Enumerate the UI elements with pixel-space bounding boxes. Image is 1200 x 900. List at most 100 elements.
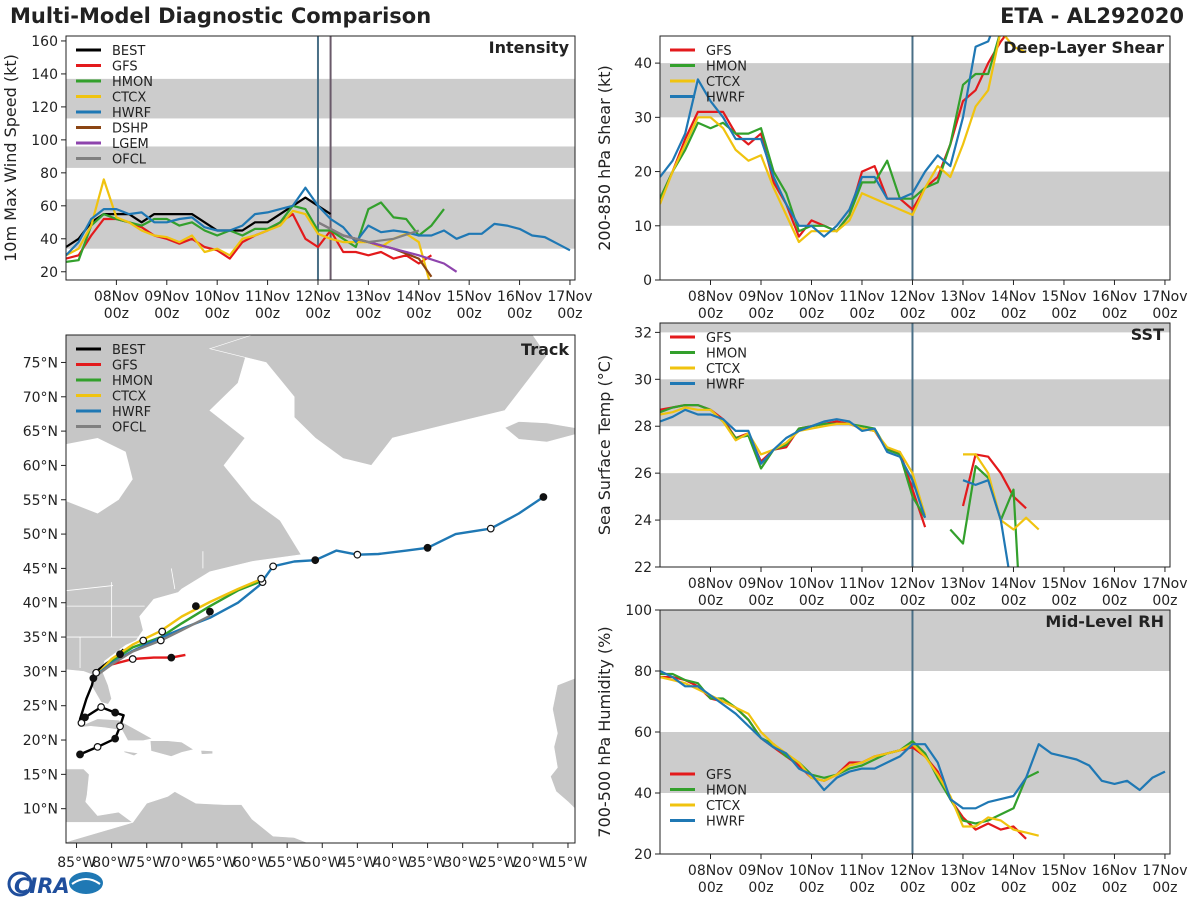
legend-label-hwrf: HWRF bbox=[112, 405, 151, 420]
lon-tick-label: 50°W bbox=[303, 855, 342, 871]
x-tick-label-date: 16Nov bbox=[497, 289, 542, 305]
x-tick-label-hour: 00z bbox=[799, 306, 824, 322]
x-tick-label-hour: 00z bbox=[748, 306, 773, 322]
land-south-america bbox=[66, 791, 309, 843]
track-point bbox=[539, 493, 548, 501]
x-tick-label-date: 17Nov bbox=[547, 289, 592, 305]
x-tick-label-date: 09Nov bbox=[144, 289, 189, 305]
x-tick-label-date: 09Nov bbox=[738, 576, 783, 592]
shaded-band bbox=[66, 78, 575, 119]
lat-tick-label: 60°N bbox=[23, 458, 58, 474]
lat-tick-label: 30°N bbox=[23, 664, 58, 680]
legend-label-ctcx: CTCX bbox=[112, 390, 146, 405]
x-tick-label-date: 14Nov bbox=[396, 289, 441, 305]
x-tick-label-date: 11Nov bbox=[839, 576, 884, 592]
shaded-band bbox=[660, 323, 1170, 333]
track-point bbox=[76, 750, 84, 759]
x-tick-label-date: 15Nov bbox=[1041, 576, 1086, 592]
legend-label-hmon: HMON bbox=[112, 75, 153, 90]
lat-tick-label: 75°N bbox=[23, 355, 58, 371]
x-tick-label-hour: 00z bbox=[950, 306, 975, 322]
x-tick-label-hour: 00z bbox=[1001, 880, 1026, 896]
figure-title: Multi-Model Diagnostic Comparison bbox=[10, 4, 432, 28]
track-point bbox=[158, 627, 167, 636]
x-tick-label-hour: 00z bbox=[950, 880, 975, 896]
x-tick-label-date: 13Nov bbox=[940, 863, 985, 879]
legend-label-gfs: GFS bbox=[112, 60, 138, 75]
y-tick-label: 140 bbox=[31, 67, 58, 83]
track-point bbox=[191, 602, 200, 611]
x-tick-label-date: 12Nov bbox=[295, 289, 340, 305]
track-point bbox=[311, 556, 320, 565]
track-point bbox=[92, 668, 101, 677]
y-tick-label: 10 bbox=[634, 219, 652, 235]
track-point bbox=[81, 713, 89, 722]
shaded-band bbox=[66, 146, 575, 168]
x-tick-label-hour: 00z bbox=[900, 880, 925, 896]
lat-tick-label: 50°N bbox=[23, 527, 58, 543]
track-point bbox=[423, 543, 432, 552]
lat-tick-label: 10°N bbox=[23, 802, 58, 818]
x-tick-label-date: 11Nov bbox=[245, 289, 290, 305]
x-tick-label-date: 13Nov bbox=[346, 289, 391, 305]
panel-sst: 22242628303208Nov00z09Nov00z10Nov00z11No… bbox=[595, 322, 1188, 609]
x-tick-label-hour: 00z bbox=[305, 306, 330, 322]
x-tick-label-hour: 00z bbox=[356, 306, 381, 322]
y-axis-label: 700-500 hPa Humidity (%) bbox=[595, 626, 614, 837]
land-cuba bbox=[76, 718, 154, 742]
plot-area bbox=[66, 36, 575, 280]
lat-tick-label: 40°N bbox=[23, 596, 58, 612]
map-frame bbox=[65, 334, 576, 844]
lon-tick-label: 80°W bbox=[92, 855, 131, 871]
x-tick-label-hour: 00z bbox=[1001, 306, 1026, 322]
y-tick-label: 40 bbox=[634, 786, 652, 802]
series-hmon bbox=[949, 465, 1019, 567]
y-tick-label: 20 bbox=[40, 265, 58, 281]
x-tick-label-hour: 00z bbox=[748, 593, 773, 609]
x-tick-label-date: 17Nov bbox=[1142, 289, 1187, 305]
lon-tick-label: 85°W bbox=[57, 855, 96, 871]
shaded-band bbox=[660, 610, 1170, 671]
land-africa bbox=[550, 677, 575, 810]
lon-tick-label: 20°W bbox=[514, 855, 553, 871]
legend-label-gfs: GFS bbox=[706, 44, 732, 59]
x-tick-label-hour: 00z bbox=[698, 880, 723, 896]
x-tick-label-date: 08Nov bbox=[688, 576, 733, 592]
land-greenland bbox=[208, 335, 548, 466]
legend-label-hwrf: HWRF bbox=[706, 378, 745, 393]
y-axis-label: 200-850 hPa Shear (kt) bbox=[595, 65, 614, 251]
legend-label-gfs: GFS bbox=[706, 331, 732, 346]
x-tick-label-date: 16Nov bbox=[1092, 863, 1137, 879]
panel-title: Intensity bbox=[489, 38, 570, 57]
x-tick-label-date: 16Nov bbox=[1092, 289, 1137, 305]
x-tick-label-hour: 00z bbox=[457, 306, 482, 322]
series-ctcx bbox=[660, 676, 1039, 837]
panel-title: Track bbox=[521, 340, 569, 359]
legend-label-ctcx: CTCX bbox=[706, 799, 740, 814]
track-point bbox=[111, 708, 120, 717]
track-ctcx bbox=[96, 578, 260, 675]
x-tick-label-date: 16Nov bbox=[1092, 576, 1137, 592]
x-tick-label-hour: 00z bbox=[1051, 306, 1076, 322]
plot-frame bbox=[65, 35, 576, 281]
legend-label-lgem: LGEM bbox=[112, 137, 149, 152]
legend-label-gfs: GFS bbox=[112, 359, 138, 374]
track-point bbox=[353, 550, 362, 559]
x-tick-label-date: 12Nov bbox=[890, 289, 935, 305]
series-gfs bbox=[961, 453, 1027, 510]
boundary bbox=[66, 585, 114, 592]
y-tick-label: 60 bbox=[634, 725, 652, 741]
lon-tick-label: 55°W bbox=[268, 855, 307, 871]
x-tick-label-hour: 00z bbox=[1152, 306, 1177, 322]
x-tick-label-date: 13Nov bbox=[940, 576, 985, 592]
x-tick-label-hour: 00z bbox=[507, 306, 532, 322]
plot-frame bbox=[659, 35, 1171, 281]
land-hispaniola bbox=[149, 740, 195, 757]
shaded-band bbox=[660, 379, 1170, 427]
y-tick-label: 160 bbox=[31, 34, 58, 50]
x-tick-label-hour: 00z bbox=[799, 880, 824, 896]
legend-label-ctcx: CTCX bbox=[112, 91, 146, 106]
lon-tick-label: 70°W bbox=[163, 855, 202, 871]
series-hmon bbox=[660, 36, 1001, 233]
